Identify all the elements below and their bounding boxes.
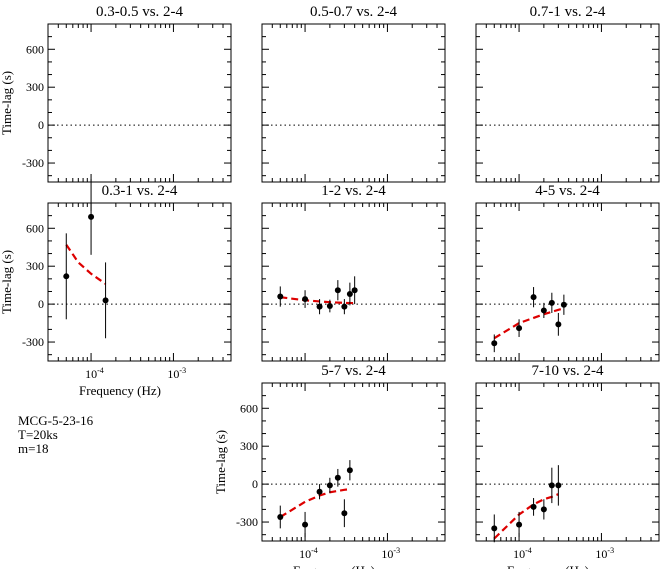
plot-frame bbox=[475, 382, 660, 542]
y-tick-label: -300 bbox=[22, 156, 44, 170]
data-point bbox=[341, 303, 348, 310]
data-point bbox=[548, 299, 555, 306]
panel-8: 7-10 vs. 2-4 10-4 10-3 Frequency (Hz) bbox=[475, 363, 660, 569]
model-curve bbox=[280, 296, 355, 305]
model-curve bbox=[493, 493, 559, 540]
data-point bbox=[88, 213, 95, 220]
data-point bbox=[316, 303, 323, 310]
plot-frame bbox=[261, 23, 446, 183]
y-tick-label: 600 bbox=[240, 401, 258, 415]
data-point bbox=[302, 296, 309, 303]
y-tick-label: 300 bbox=[26, 80, 44, 94]
data-point bbox=[516, 521, 523, 528]
data-point bbox=[277, 293, 284, 300]
data-point bbox=[516, 325, 523, 332]
panel-title: 7-10 vs. 2-4 bbox=[531, 363, 604, 379]
plot-frame bbox=[261, 202, 446, 362]
data-point bbox=[555, 321, 562, 328]
data-point bbox=[326, 303, 333, 310]
data-point bbox=[540, 506, 547, 513]
plot-frame bbox=[47, 202, 232, 362]
data-point bbox=[341, 510, 348, 517]
x-tick-label: 10-3 bbox=[595, 546, 614, 561]
y-tick-label: 600 bbox=[26, 42, 44, 56]
model-curve bbox=[279, 488, 351, 518]
plot-frame bbox=[475, 23, 660, 183]
y-axis-label: Time-lag (s) bbox=[0, 71, 14, 135]
y-tick-label: 0 bbox=[252, 477, 258, 491]
y-tick-label: -300 bbox=[236, 515, 258, 529]
plot-frame bbox=[47, 23, 232, 183]
y-tick-label: 0 bbox=[38, 297, 44, 311]
x-tick-label: 10-4 bbox=[85, 366, 104, 381]
plot-frame bbox=[261, 382, 446, 542]
annotation-exposure: T=20ks bbox=[18, 427, 58, 442]
y-axis-label: Time-lag (s) bbox=[0, 250, 14, 314]
x-tick-label: 10-3 bbox=[167, 366, 186, 381]
panel-4: 0.3-1 vs. 2-4 600 300 0 -300 10-4 10-3 Time-lag… bbox=[0, 178, 232, 398]
panel-title: 0.5-0.7 vs. 2-4 bbox=[310, 4, 398, 20]
panel-5: 1-2 vs. 2-4 bbox=[261, 183, 446, 362]
model-curve bbox=[493, 307, 565, 340]
y-tick-label: 600 bbox=[26, 221, 44, 235]
plot-frame bbox=[475, 202, 660, 362]
x-axis-label: Frequency (Hz) bbox=[293, 563, 375, 569]
data-point bbox=[530, 294, 537, 301]
y-axis-label: Time-lag (s) bbox=[213, 430, 228, 494]
data-point bbox=[346, 291, 353, 298]
x-axis-label: Frequency (Hz) bbox=[79, 383, 161, 398]
annotation-source: MCG-5-23-16 bbox=[18, 413, 94, 428]
data-point bbox=[540, 307, 547, 314]
data-point bbox=[351, 287, 358, 294]
data-point bbox=[102, 297, 109, 304]
y-tick-label: 300 bbox=[240, 439, 258, 453]
x-tick-label: 10-4 bbox=[513, 546, 532, 561]
data-point bbox=[491, 525, 498, 532]
panel-7: 5-7 vs. 2-4 600 300 0 -300 10-4 10-3 Time-lag (… bbox=[213, 363, 446, 569]
data-point bbox=[491, 340, 498, 347]
x-tick-label: 10-3 bbox=[381, 546, 400, 561]
data-point bbox=[560, 301, 567, 308]
panel-title: 4-5 vs. 2-4 bbox=[535, 183, 600, 199]
x-tick-label: 10-4 bbox=[299, 546, 318, 561]
data-point bbox=[530, 503, 537, 510]
panel-1: 0.3-0.5 vs. 2-4 600 300 0 -300 Time-lag (s) bbox=[0, 4, 232, 183]
panel-title: 5-7 vs. 2-4 bbox=[321, 363, 386, 379]
data-point bbox=[326, 482, 333, 489]
model-curve bbox=[65, 244, 107, 285]
data-point bbox=[334, 287, 341, 294]
panel-title: 0.3-1 vs. 2-4 bbox=[102, 183, 178, 199]
panel-title: 0.3-0.5 vs. 2-4 bbox=[96, 4, 184, 20]
panel-3: 0.7-1 vs. 2-4 bbox=[475, 4, 660, 183]
y-tick-label: 0 bbox=[38, 118, 44, 132]
data-point bbox=[555, 482, 562, 489]
data-point bbox=[63, 273, 70, 280]
panel-title: 1-2 vs. 2-4 bbox=[321, 183, 386, 199]
y-tick-label: -300 bbox=[22, 335, 44, 349]
data-point bbox=[334, 474, 341, 481]
data-point bbox=[277, 513, 284, 520]
data-point bbox=[302, 521, 309, 528]
panel-6: 4-5 vs. 2-4 bbox=[475, 183, 660, 362]
y-tick-label: 300 bbox=[26, 259, 44, 273]
data-point bbox=[346, 467, 353, 474]
x-axis-label: Frequency (Hz) bbox=[507, 563, 589, 569]
panel-2: 0.5-0.7 vs. 2-4 bbox=[261, 4, 446, 183]
data-point bbox=[316, 488, 323, 495]
panel-title: 0.7-1 vs. 2-4 bbox=[530, 4, 606, 20]
data-point bbox=[548, 482, 555, 489]
annotation-segments: m=18 bbox=[18, 441, 49, 456]
